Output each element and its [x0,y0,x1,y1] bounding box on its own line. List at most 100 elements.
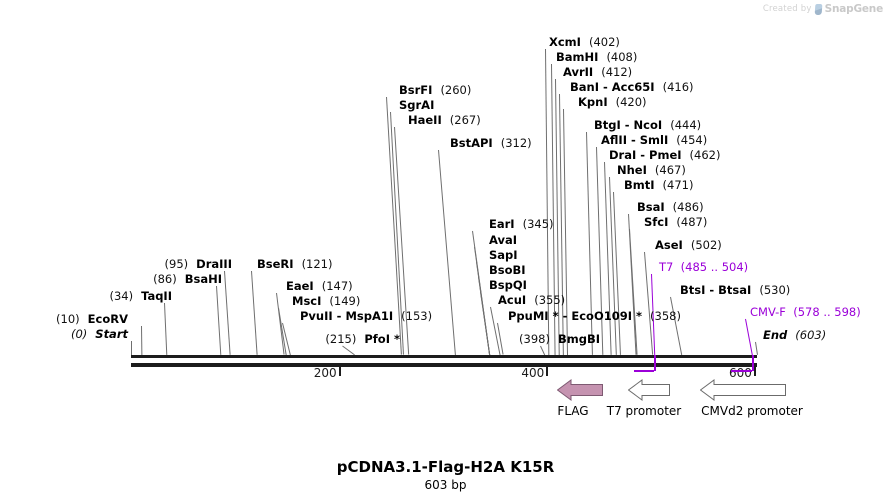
enzyme-site-position: (467) [654,163,686,177]
enzyme-site-position: (267) [449,113,481,127]
arrow-icon-flag [556,379,603,401]
enzyme-site-position: (260) [440,83,472,97]
enzyme-site-position: (10) [56,312,80,326]
enzyme-site-name: XcmI [549,35,581,49]
enzyme-site-position: (95) [164,257,189,271]
feature-bracket-t7 [634,370,655,372]
enzyme-site-position: (462) [689,148,721,162]
enzyme-site-name: MscI [292,294,322,308]
enzyme-site-position: (444) [670,118,702,132]
ruler-label: 400 [521,366,545,380]
enzyme-site-label-bseri: BseRI (121) [257,258,333,270]
arrow-icon-t7-promoter [627,379,670,401]
enzyme-site-name: BsrFI [399,83,433,97]
enzyme-site-position: (402) [588,35,620,49]
enzyme-site-position: (121) [301,257,333,271]
enzyme-site-position: (86) [153,272,177,286]
enzyme-site-position: (412) [601,65,633,79]
enzyme-site-label-draiii: (95) DraIII [165,258,232,270]
leader-line-end [755,341,758,356]
watermark-created-by-text: Created by [762,4,812,14]
enzyme-site-position: (355) [534,293,566,307]
leader-line-bseri [251,270,258,356]
enzyme-site-label-avrii: AvrII (412) [563,66,632,78]
enzyme-site-label-bmgbi: (398) BmgBI [519,333,600,345]
enzyme-site-label-sgrai: SgrAI [399,99,434,111]
leader-line-taqii [164,302,168,356]
enzyme-site-label-asei: AseI (502) [655,239,722,251]
enzyme-site-label-start: (0) Start [71,328,128,340]
enzyme-site-name: DraIII [196,257,232,271]
enzyme-site-label-sfci: SfcI (487) [644,216,707,228]
enzyme-site-label-pfoi: (215) PfoI * [325,333,400,345]
enzyme-site-label-bani_acc65i: BanI - Acc65I (416) [570,81,694,93]
leader-line-bstapi [438,149,456,356]
enzyme-site-label-taqii: (34) TaqII [109,290,172,302]
enzyme-site-label-btsi_btsai: BtsI - BtsaI (530) [680,284,790,296]
enzyme-site-position: (471) [662,178,694,192]
feature-name: CMV-F [750,305,786,319]
feature-range: (485 .. 504) [680,260,749,274]
enzyme-site-position: (215) [325,332,357,346]
map-feature-flag[interactable] [556,379,603,401]
enzyme-site-name: NheI [617,163,647,177]
enzyme-site-position: (420) [615,95,647,109]
enzyme-site-name: BsaI [637,200,665,214]
leader-line-sfci [629,228,638,356]
enzyme-site-label-aflii_smli: AflII - SmlI (454) [601,134,707,146]
enzyme-site-position: (147) [321,279,353,293]
enzyme-site-position: (416) [662,80,694,94]
enzyme-site-label-bmti: BmtI (471) [624,179,693,191]
enzyme-site-position: (398) [519,332,550,346]
enzyme-site-label-pvuii_mspa1i: PvuII - MspA1I (153) [300,310,432,322]
enzyme-site-name: EaeI [286,279,314,293]
enzyme-site-position: (408) [606,50,638,64]
enzyme-site-name: PvuII - MspA1I [300,309,394,323]
feature-label-cmv-f: CMV-F (578 .. 598) [750,306,861,318]
snapgene-watermark: Created by SnapGene [763,3,883,15]
feature-name: T7 [659,260,674,274]
leader-line-draiii [224,270,231,356]
enzyme-site-label-bsrfi: BsrFI (260) [399,84,471,96]
map-feature-t7-promoter[interactable] [627,379,670,401]
enzyme-site-name: DraI - PmeI [609,148,682,162]
enzyme-site-name: SfcI [644,215,669,229]
enzyme-site-label-eaei: EaeI (147) [286,280,353,292]
enzyme-site-position: (34) [109,289,134,303]
page-subtitle: 603 bp [424,478,467,492]
enzyme-site-name: TaqII [141,289,172,303]
enzyme-site-name: AcuI [498,293,527,307]
enzyme-site-position: (149) [329,294,361,308]
enzyme-site-label-kpni: KpnI (420) [578,96,647,108]
enzyme-site-name: BamHI [556,50,599,64]
enzyme-site-position: (312) [500,136,532,150]
enzyme-site-label-sapi: SapI [489,249,518,261]
ruler-tick [338,367,341,376]
enzyme-site-name: AflII - SmlI [601,133,669,147]
leader-line-btsi_btsai [670,296,683,356]
enzyme-site-name: HaeII [408,113,442,127]
leader-line-bmgbi [540,345,546,356]
enzyme-site-label-ppumi_ecoo109i: PpuMI * - EcoO109I * (358) [508,310,681,322]
map-feature-label-flag: FLAG [557,404,589,418]
leader-line-ecorv [141,325,143,356]
enzyme-site-label-xcmi: XcmI (402) [549,36,620,48]
enzyme-site-label-bsai: BsaI (486) [637,201,704,213]
enzyme-site-position: (530) [759,283,791,297]
snapgene-logo-icon [814,3,822,15]
feature-bracket-cap-t7 [654,355,657,371]
enzyme-site-label-nhei: NheI (467) [617,164,686,176]
enzyme-site-name: EarI [489,217,515,231]
map-feature-cmvd2-promoter[interactable] [699,379,786,401]
enzyme-site-name: AvrII [563,65,594,79]
enzyme-site-label-msci: MscI (149) [292,295,360,307]
map-feature-label-t7-promoter: T7 promoter [606,404,682,418]
enzyme-site-position: (486) [672,200,704,214]
enzyme-site-label-drai_pmei: DraI - PmeI (462) [609,149,720,161]
enzyme-site-name: BspQI [489,278,527,292]
enzyme-site-position: (603) [795,328,827,342]
ruler-tick [546,367,549,376]
enzyme-site-name: PpuMI * - EcoO109I * [508,309,643,323]
enzyme-site-name: BseRI [257,257,294,271]
